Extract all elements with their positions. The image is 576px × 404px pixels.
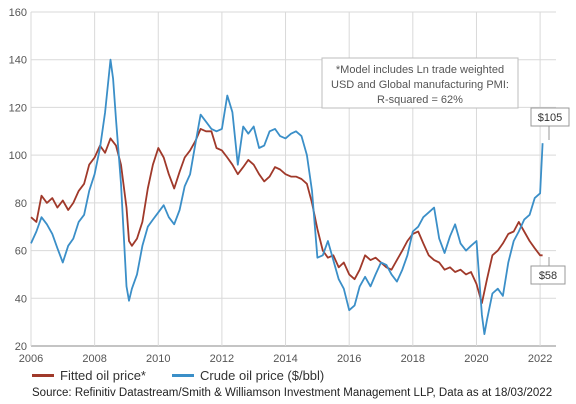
x-tick-label: 2010 <box>146 353 170 365</box>
x-tick-label: 2018 <box>401 353 425 365</box>
gridlines <box>30 11 556 347</box>
y-tick-label: 100 <box>9 150 27 162</box>
legend-swatch-fitted <box>32 374 54 377</box>
legend-item-fitted: Fitted oil price* <box>32 368 146 383</box>
callout-crude-label: $105 <box>538 112 562 124</box>
legend: Fitted oil price* Crude oil price ($/bbl… <box>32 368 324 383</box>
y-tick-label: 80 <box>15 198 27 210</box>
y-tick-label: 120 <box>9 102 27 114</box>
x-tick-label: 2012 <box>210 353 234 365</box>
annotation-line-1: *Model includes Ln trade weighted <box>336 64 504 76</box>
series-lines <box>30 58 544 335</box>
callout-fitted: $58 <box>530 257 566 285</box>
model-annotation: *Model includes Ln trade weighted USD an… <box>321 57 519 109</box>
x-axis-ticks: 2006 2008 2010 2012 2014 2016 2018 2020 2022 <box>19 353 553 365</box>
y-tick-label: 140 <box>9 55 27 67</box>
x-tick-label: 2022 <box>528 353 552 365</box>
y-tick-label: 60 <box>15 246 27 258</box>
y-axis-ticks: 20 40 60 80 100 120 140 160 <box>9 7 27 353</box>
y-tick-label: 40 <box>15 293 27 305</box>
x-tick-label: 2020 <box>464 353 488 365</box>
legend-swatch-crude <box>171 374 194 377</box>
y-tick-label: 160 <box>9 7 27 19</box>
legend-label-crude: Crude oil price ($/bbl) <box>199 368 325 383</box>
crude-oil-price-line <box>30 58 544 335</box>
callout-crude: $105 <box>530 107 570 140</box>
annotation-line-3: R-squared = 62% <box>377 94 463 106</box>
legend-item-crude: Crude oil price ($/bbl) <box>171 368 325 383</box>
annotation-line-2: USD and Global manufacturing PMI: <box>331 79 509 91</box>
x-tick-label: 2014 <box>273 353 297 365</box>
callout-fitted-label: $58 <box>539 270 557 282</box>
legend-label-fitted: Fitted oil price* <box>60 368 146 383</box>
source-note: Source: Refinitiv Datastream/Smith & Wil… <box>32 387 553 399</box>
x-tick-label: 2008 <box>82 353 106 365</box>
x-tick-label: 2006 <box>19 353 43 365</box>
y-tick-label: 20 <box>15 341 27 353</box>
x-tick-label: 2016 <box>337 353 361 365</box>
